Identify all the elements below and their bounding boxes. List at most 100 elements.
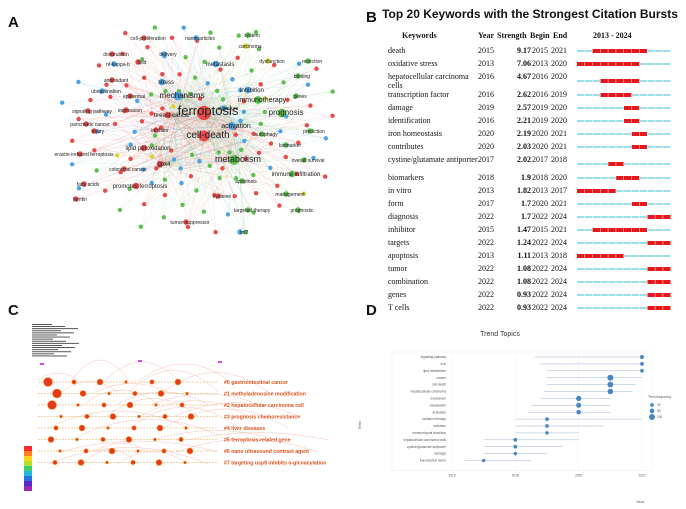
network-node [205, 81, 210, 86]
network-edge [94, 150, 239, 161]
burst-strength: 0.93 [517, 290, 531, 299]
network-edge [207, 89, 253, 137]
network-edge [199, 125, 237, 162]
burst-segment [631, 216, 640, 218]
network-node [69, 162, 75, 167]
network-edge [72, 95, 183, 141]
network-edge [171, 114, 220, 179]
timeline-node [79, 390, 87, 397]
burst-begin: 2016 [532, 90, 548, 99]
network-edge [237, 159, 303, 211]
network-edge [207, 135, 242, 151]
network-edge [83, 125, 237, 155]
burst-year: 2019 [478, 103, 494, 112]
burst-strength: 1.24 [517, 238, 531, 247]
burst-year: 2017 [478, 155, 494, 164]
timeline-arc [186, 432, 329, 441]
burst-segment [655, 267, 663, 271]
network-edge [129, 109, 209, 137]
burst-keyword: identification [388, 116, 431, 125]
burst-row: inhibitor 2015 1.47 2015 2021 [0, 225, 686, 239]
header-range: 2013 - 2024 [593, 31, 632, 40]
burst-segment [655, 63, 663, 65]
network-node [169, 35, 175, 41]
network-node [192, 75, 198, 80]
network-edge [79, 95, 183, 200]
network-node [251, 131, 256, 136]
network-edge [119, 163, 165, 211]
burst-year: 2015 [478, 225, 494, 234]
network-node [271, 62, 277, 68]
network-edge [115, 79, 239, 161]
network-label: carcinoma [238, 44, 261, 50]
network-edge [119, 95, 183, 211]
meta-line [32, 355, 67, 357]
burst-segment [624, 163, 632, 165]
timeline-node [109, 413, 117, 420]
timeline-node [125, 436, 133, 443]
network-edge [207, 112, 220, 179]
burst-timeline [577, 79, 671, 83]
network-edge [165, 91, 209, 137]
network-edge [129, 109, 165, 165]
network-edge [171, 114, 237, 179]
burst-segment [631, 307, 640, 309]
network-edge [163, 64, 275, 165]
burst-segment [608, 281, 616, 283]
network-node [277, 203, 282, 208]
burst-segment [631, 294, 640, 296]
network-edge [171, 68, 317, 116]
network-node [179, 180, 184, 186]
network-node [275, 183, 280, 188]
burst-segment [624, 203, 632, 205]
network-node [281, 80, 286, 85]
burst-segment [663, 177, 671, 179]
network-edge [207, 135, 260, 154]
network-label: prognosis [269, 108, 304, 117]
marker [138, 360, 142, 362]
network-edge [214, 125, 237, 196]
network-edge [72, 135, 209, 142]
network-edge [237, 159, 271, 169]
network-node [140, 144, 148, 152]
meta-line [32, 342, 79, 344]
network-edge [167, 53, 237, 127]
network-node [91, 128, 97, 134]
network-edge [134, 112, 209, 133]
burst-row: identification 2016 2.21 2019 2020 [0, 116, 686, 130]
network-edge [207, 112, 239, 161]
term-point [513, 444, 518, 449]
network-edge [130, 158, 239, 161]
network-edge [125, 32, 165, 165]
network-edge [163, 156, 286, 165]
network-node [149, 180, 154, 186]
burst-end: 2020 [551, 59, 567, 68]
burst-segment [647, 306, 655, 310]
network-edge [181, 95, 242, 151]
network-edge [151, 94, 239, 161]
network-node [213, 229, 218, 235]
burst-segment [663, 241, 671, 245]
network-node [241, 109, 247, 114]
network-node [162, 192, 168, 198]
network-edge [207, 95, 301, 137]
network-edge [163, 89, 253, 165]
network-edge [162, 108, 165, 165]
network-edge [196, 125, 237, 191]
burst-segment [584, 107, 593, 109]
network-label: antioxidant [104, 78, 129, 84]
timeline-node [156, 424, 164, 432]
burst-segment [663, 229, 671, 231]
network-node [148, 92, 154, 97]
timeline-node [107, 391, 111, 396]
burst-segment [647, 177, 655, 179]
network-node [295, 73, 301, 79]
marker [218, 361, 222, 363]
burst-keyword: targets [388, 238, 410, 247]
network-edge [207, 115, 333, 137]
burst-segment [639, 107, 647, 109]
meta-line [32, 332, 74, 334]
network-node [138, 224, 144, 229]
term-label: cell-death [432, 383, 446, 387]
burst-segment [639, 281, 647, 283]
